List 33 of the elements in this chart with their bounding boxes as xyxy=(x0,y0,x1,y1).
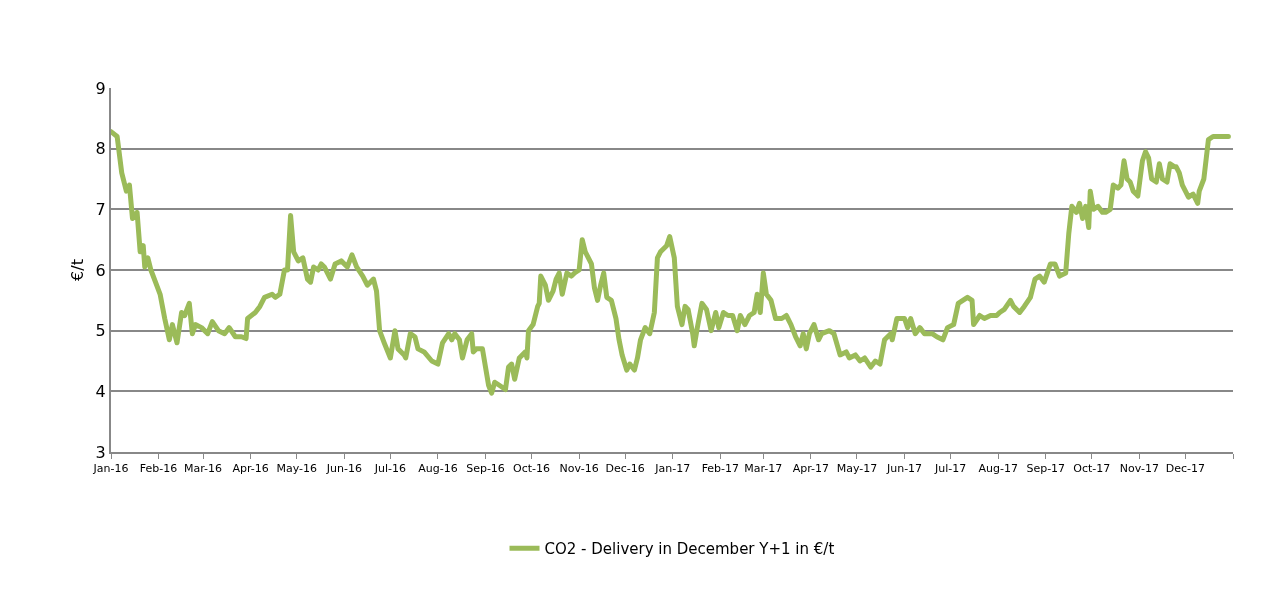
y-tick-label: 3 xyxy=(95,442,106,462)
x-tick-label: Nov-16 xyxy=(559,462,599,476)
x-tick-label: Mar-17 xyxy=(744,462,783,476)
x-tick-label: Apr-17 xyxy=(792,462,830,476)
x-tick-label: Feb-17 xyxy=(701,462,740,476)
x-tick-label: Jun-17 xyxy=(885,462,923,476)
y-tick-label: 5 xyxy=(95,321,106,341)
y-axis-title: €/t xyxy=(68,259,88,281)
x-tick-label: Mar-16 xyxy=(184,462,223,476)
x-tick-label: Feb-16 xyxy=(139,462,178,476)
x-tick-label: Jan-16 xyxy=(92,462,129,476)
x-tick-label: Aug-17 xyxy=(978,462,1018,476)
y-tick-label: 6 xyxy=(95,260,106,280)
x-tick-label: Oct-17 xyxy=(1073,462,1111,476)
x-tick-label: May-17 xyxy=(836,462,878,476)
x-tick-label: Sep-16 xyxy=(466,462,505,476)
x-tick-label: Dec-17 xyxy=(1165,462,1206,476)
y-tick-label: 7 xyxy=(95,199,106,219)
y-tick-label: 4 xyxy=(95,381,106,401)
x-tick-label: Dec-16 xyxy=(605,462,645,476)
legend-label: CO2 - Delivery in December Y+1 in €/t xyxy=(544,540,835,559)
x-tick-label: Sep-17 xyxy=(1026,462,1066,476)
x-tick-label: Oct-16 xyxy=(513,462,551,476)
x-tick-label: Apr-16 xyxy=(232,462,269,476)
x-tick-label: Jan-17 xyxy=(654,462,691,476)
x-tick-label: Aug-16 xyxy=(418,462,458,476)
x-tick-label: May-16 xyxy=(276,462,317,476)
x-tick-label: Jul-17 xyxy=(933,462,967,476)
y-tick-label: 8 xyxy=(95,139,106,159)
x-tick-label: Jul-16 xyxy=(373,462,406,476)
x-tick-label: Jun-16 xyxy=(325,462,362,476)
y-tick-label: 9 xyxy=(95,78,106,98)
x-tick-label: Nov-17 xyxy=(1119,462,1159,476)
